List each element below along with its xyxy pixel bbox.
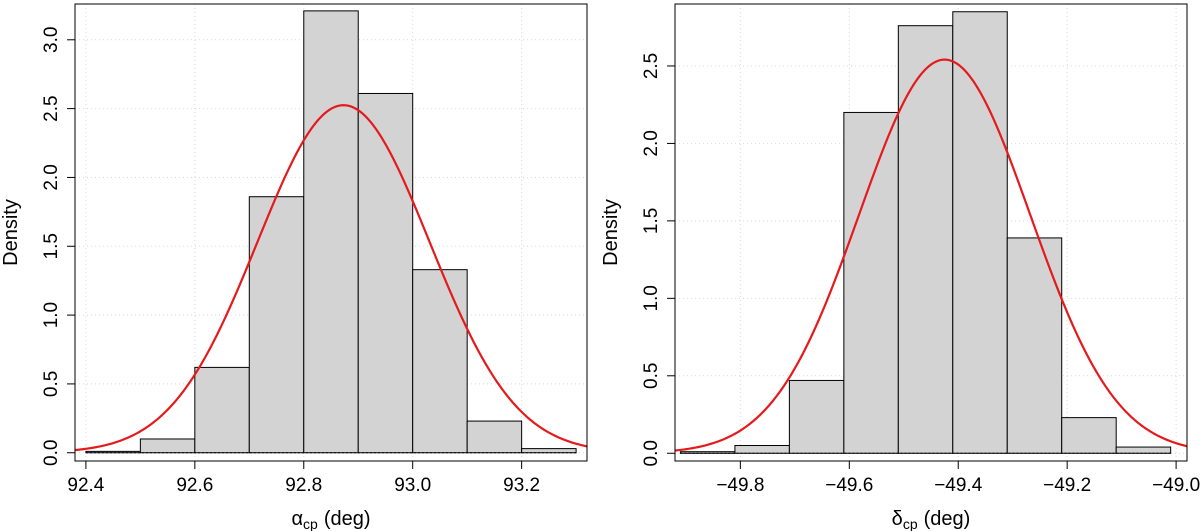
alpha-histogram-panel: 92.4 92.6 92.8 93.0 93.2 0.0 0.5 1.0 1.5 2.0 2.5 3… (0, 3, 588, 531)
histogram-bar (521, 448, 577, 454)
x-tick-label: −49.4 (934, 475, 983, 496)
x-tick-label: −49.2 (1043, 475, 1091, 496)
x-tick-label: −49.6 (825, 475, 873, 496)
x-tick-label: 92.6 (176, 475, 213, 496)
x-tick-label: 92.8 (285, 475, 322, 496)
y-tick-label: 0.0 (41, 440, 62, 466)
x-axis: 92.4 92.6 92.8 93.0 93.2 (67, 461, 540, 496)
normal-curve-line (74, 104, 588, 452)
plot-frame (74, 3, 588, 462)
histogram-bar (897, 25, 954, 454)
histogram-bar (734, 445, 790, 454)
histogram-bar (194, 366, 250, 454)
y-tick-label: 3.0 (41, 27, 62, 53)
y-tick-label: 0.5 (41, 371, 62, 397)
histogram-bar (466, 420, 523, 454)
x-tick-label: −49.0 (1152, 475, 1200, 496)
histogram-bar (788, 379, 845, 454)
y-axis: 0.0 0.5 1.0 1.5 2.0 2.5 (641, 53, 675, 466)
histogram-bars (85, 10, 577, 454)
normal-curve-line (674, 58, 1188, 452)
x-axis: −49.8 −49.6 −49.4 −49.2 −49.0 (716, 461, 1200, 496)
histogram-bar (952, 11, 1008, 454)
y-tick-label: 1.5 (41, 233, 62, 259)
y-tick-label: 2.5 (641, 53, 662, 79)
delta-histogram-panel: −49.8 −49.6 −49.4 −49.2 −49.0 0.0 0.5 1.0 1.5 2.… (600, 3, 1200, 531)
x-axis-unit: (deg) (924, 508, 971, 530)
y-tick-label: 0.0 (641, 440, 662, 466)
y-axis: 0.0 0.5 1.0 1.5 2.0 2.5 3.0 (41, 27, 75, 466)
histogram-bars (679, 11, 1172, 454)
plot-frame (674, 3, 1188, 462)
x-tick-label: −49.8 (716, 475, 764, 496)
histogram-bar (139, 438, 196, 454)
histogram-bar (248, 196, 305, 454)
normal-fit-curve (74, 104, 588, 452)
y-tick-label: 2.5 (41, 95, 62, 121)
histogram-bar (1006, 237, 1063, 454)
y-tick-label: 1.5 (641, 208, 662, 234)
x-axis-symbol: α (291, 508, 303, 530)
y-tick-label: 1.0 (641, 285, 662, 311)
x-axis-title: δcp (deg) (892, 508, 971, 531)
x-tick-label: 92.4 (67, 475, 104, 496)
x-tick-label: 93.0 (394, 475, 431, 496)
x-tick-label: 93.2 (503, 475, 540, 496)
normal-fit-curve (674, 58, 1188, 452)
histogram-bar (843, 111, 899, 454)
x-axis-unit: (deg) (324, 508, 371, 530)
histogram-bar (412, 269, 468, 454)
y-tick-label: 0.5 (641, 363, 662, 389)
histogram-bar (1115, 446, 1172, 454)
y-tick-label: 1.0 (41, 302, 62, 328)
histogram-bar (1061, 417, 1117, 454)
histogram-bar (303, 10, 359, 454)
y-axis-title: Density (0, 199, 22, 266)
y-axis-title: Density (600, 199, 622, 266)
x-axis-subscript: cp (303, 516, 318, 531)
y-tick-label: 2.0 (641, 130, 662, 156)
x-axis-title: αcp (deg) (291, 508, 370, 531)
y-tick-label: 2.0 (41, 164, 62, 190)
x-axis-subscript: cp (903, 516, 918, 531)
x-axis-symbol: δ (892, 508, 903, 530)
histogram-bar (357, 92, 414, 454)
